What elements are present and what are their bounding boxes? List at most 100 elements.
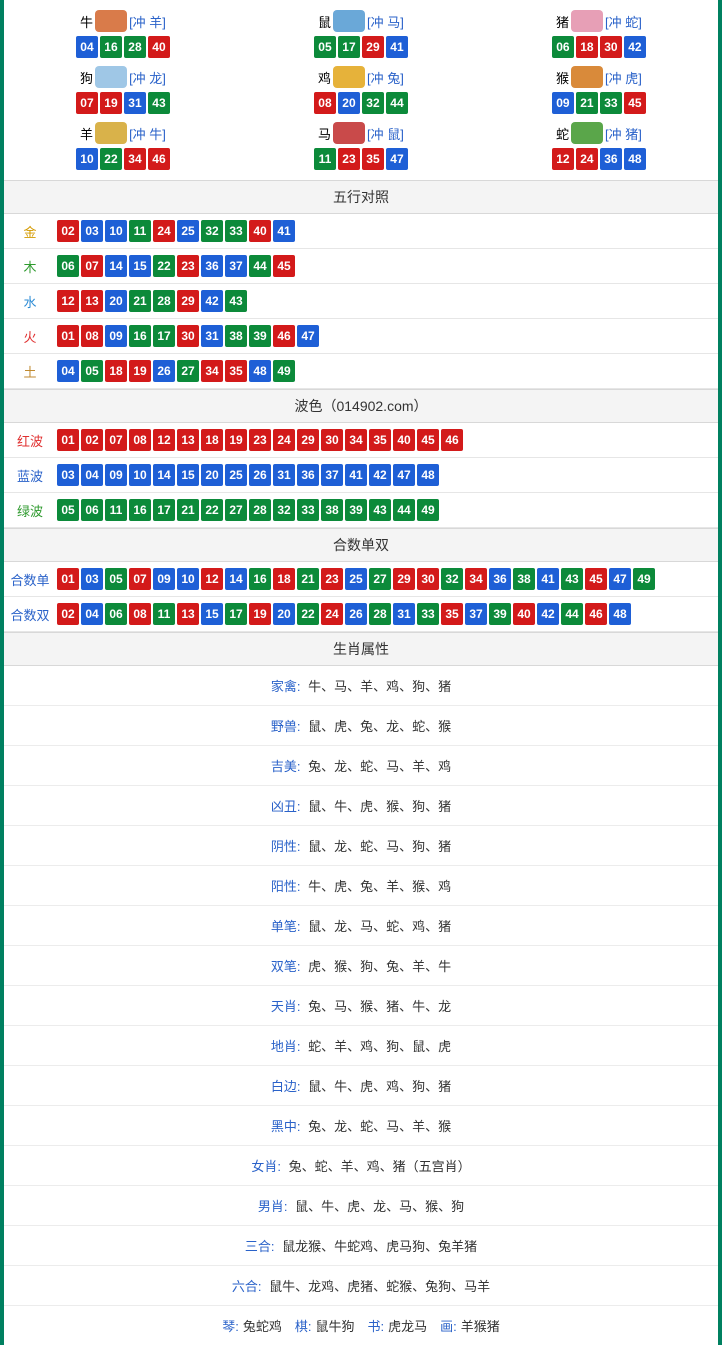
- row-label: 蓝波: [4, 466, 56, 485]
- zodiac-name: 猴: [556, 68, 569, 87]
- attr-value: 蛇、羊、鸡、狗、鼠、虎: [305, 1039, 452, 1054]
- number-ball: 45: [585, 568, 607, 590]
- number-ball: 07: [81, 255, 103, 277]
- zodiac-balls: 04162840: [4, 36, 242, 58]
- number-ball: 41: [273, 220, 295, 242]
- data-row: 绿波05061116172122272832333839434449: [4, 493, 718, 528]
- number-ball: 35: [362, 148, 384, 170]
- zodiac-name: 牛: [80, 12, 93, 31]
- number-ball: 34: [124, 148, 146, 170]
- number-ball: 18: [576, 36, 598, 58]
- number-ball: 49: [633, 568, 655, 590]
- zodiac-name: 猪: [556, 12, 569, 31]
- number-ball: 28: [124, 36, 146, 58]
- number-ball: 28: [249, 499, 271, 521]
- zodiac-clash: [冲 鼠]: [367, 124, 404, 143]
- zodiac-icon: [333, 122, 365, 144]
- attr-row: 女肖: 兔、蛇、羊、鸡、猪（五宫肖）: [4, 1146, 718, 1186]
- number-ball: 05: [314, 36, 336, 58]
- attr-key: 吉美:: [271, 759, 301, 774]
- shuxing-header: 生肖属性: [4, 632, 718, 666]
- attr-row: 凶丑: 鼠、牛、虎、猴、狗、猪: [4, 786, 718, 826]
- number-ball: 04: [76, 36, 98, 58]
- row-label: 土: [4, 362, 56, 381]
- row-label: 水: [4, 292, 56, 311]
- number-ball: 45: [417, 429, 439, 451]
- zodiac-icon: [333, 66, 365, 88]
- footer-key: 棋:: [295, 1319, 312, 1334]
- number-ball: 34: [465, 568, 487, 590]
- number-ball: 10: [76, 148, 98, 170]
- number-ball: 19: [249, 603, 271, 625]
- attr-key: 地肖:: [271, 1039, 301, 1054]
- number-ball: 32: [201, 220, 223, 242]
- zodiac-clash: [冲 龙]: [129, 68, 166, 87]
- row-label: 绿波: [4, 501, 56, 520]
- attr-key: 六合:: [232, 1279, 262, 1294]
- number-ball: 39: [489, 603, 511, 625]
- number-ball: 47: [393, 464, 415, 486]
- heshu-rows: 合数单0103050709101214161821232527293032343…: [4, 562, 718, 632]
- data-row: 合数单0103050709101214161821232527293032343…: [4, 562, 718, 597]
- number-ball: 39: [249, 325, 271, 347]
- zodiac-grid: 牛[冲 羊]04162840鼠[冲 马]05172941猪[冲 蛇]061830…: [4, 0, 718, 180]
- attr-value: 兔、蛇、羊、鸡、猪（五宫肖）: [285, 1159, 471, 1174]
- row-balls: 06071415222336374445: [56, 255, 296, 277]
- number-ball: 09: [105, 325, 127, 347]
- number-ball: 15: [177, 464, 199, 486]
- number-ball: 16: [100, 36, 122, 58]
- number-ball: 48: [624, 148, 646, 170]
- zodiac-cell: 马[冲 鼠]11233547: [242, 116, 480, 172]
- number-ball: 15: [201, 603, 223, 625]
- attr-key: 女肖:: [251, 1159, 281, 1174]
- zodiac-clash: [冲 兔]: [367, 68, 404, 87]
- number-ball: 29: [393, 568, 415, 590]
- zodiac-cell: 蛇[冲 猪]12243648: [480, 116, 718, 172]
- number-ball: 37: [225, 255, 247, 277]
- number-ball: 24: [321, 603, 343, 625]
- number-ball: 45: [624, 92, 646, 114]
- number-ball: 28: [369, 603, 391, 625]
- number-ball: 11: [153, 603, 175, 625]
- data-row: 水1213202128294243: [4, 284, 718, 319]
- number-ball: 13: [177, 603, 199, 625]
- number-ball: 41: [537, 568, 559, 590]
- number-ball: 33: [417, 603, 439, 625]
- attr-row: 黑中: 兔、龙、蛇、马、羊、猴: [4, 1106, 718, 1146]
- number-ball: 48: [249, 360, 271, 382]
- number-ball: 34: [201, 360, 223, 382]
- number-ball: 20: [273, 603, 295, 625]
- number-ball: 01: [57, 325, 79, 347]
- attr-key: 凶丑:: [271, 799, 301, 814]
- number-ball: 17: [225, 603, 247, 625]
- number-ball: 02: [81, 429, 103, 451]
- zodiac-clash: [冲 蛇]: [605, 12, 642, 31]
- zodiac-title: 猴 [冲 虎]: [556, 66, 642, 88]
- zodiac-name: 鸡: [318, 68, 331, 87]
- footer-value: 羊猴猪: [461, 1319, 500, 1334]
- zodiac-name: 羊: [80, 124, 93, 143]
- number-ball: 18: [201, 429, 223, 451]
- zodiac-icon: [95, 122, 127, 144]
- number-ball: 44: [393, 499, 415, 521]
- number-ball: 38: [321, 499, 343, 521]
- number-ball: 02: [57, 603, 79, 625]
- zodiac-clash: [冲 马]: [367, 12, 404, 31]
- zodiac-clash: [冲 虎]: [605, 68, 642, 87]
- zodiac-cell: 鸡[冲 兔]08203244: [242, 60, 480, 116]
- attr-value: 牛、马、羊、鸡、狗、猪: [305, 679, 452, 694]
- number-ball: 20: [338, 92, 360, 114]
- number-ball: 29: [177, 290, 199, 312]
- number-ball: 23: [177, 255, 199, 277]
- row-label: 合数双: [4, 605, 56, 624]
- page-container: 牛[冲 羊]04162840鼠[冲 马]05172941猪[冲 蛇]061830…: [0, 0, 722, 1345]
- row-balls: 1213202128294243: [56, 290, 248, 312]
- number-ball: 10: [177, 568, 199, 590]
- number-ball: 34: [345, 429, 367, 451]
- number-ball: 14: [225, 568, 247, 590]
- number-ball: 10: [105, 220, 127, 242]
- number-ball: 11: [105, 499, 127, 521]
- number-ball: 09: [552, 92, 574, 114]
- number-ball: 16: [249, 568, 271, 590]
- zodiac-clash: [冲 牛]: [129, 124, 166, 143]
